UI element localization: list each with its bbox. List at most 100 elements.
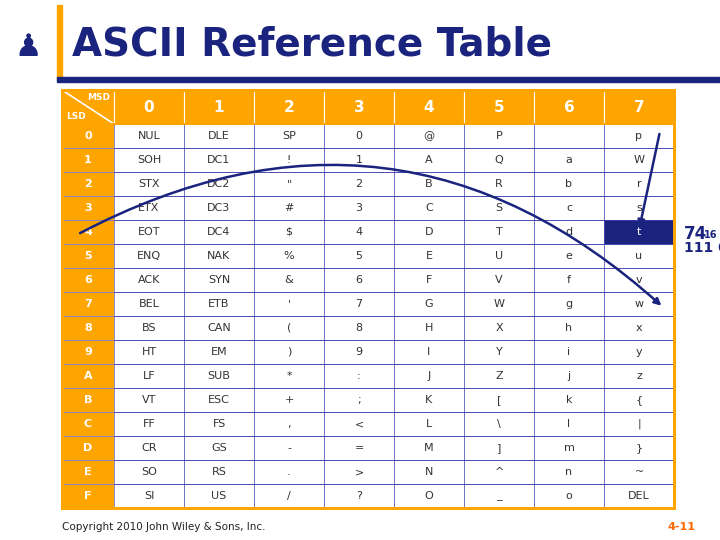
Text: A: A <box>84 371 92 381</box>
Text: 74: 74 <box>684 225 707 243</box>
Bar <box>324 460 394 484</box>
Text: ?: ? <box>356 491 362 501</box>
Text: H: H <box>425 323 433 333</box>
Bar <box>114 460 184 484</box>
Text: >: > <box>354 467 364 477</box>
Text: ,: , <box>287 419 291 429</box>
Text: %: % <box>284 251 294 261</box>
Text: ETX: ETX <box>138 203 160 213</box>
Bar <box>534 268 604 292</box>
Bar <box>534 172 604 196</box>
Bar <box>604 244 674 268</box>
Bar <box>464 172 534 196</box>
Bar <box>184 90 254 124</box>
Text: g: g <box>565 299 572 309</box>
Text: D: D <box>425 227 433 237</box>
Bar <box>114 316 184 340</box>
Text: LSD: LSD <box>66 112 86 121</box>
Text: V: V <box>495 275 503 285</box>
Text: SP: SP <box>282 131 296 141</box>
Bar <box>464 124 534 148</box>
Text: ETB: ETB <box>208 299 230 309</box>
Bar <box>62 124 114 148</box>
Bar <box>62 292 114 316</box>
Text: X: X <box>495 323 503 333</box>
Text: Copyright 2010 John Wiley & Sons, Inc.: Copyright 2010 John Wiley & Sons, Inc. <box>62 522 266 532</box>
Text: C: C <box>84 419 92 429</box>
Text: }: } <box>636 443 642 453</box>
Bar <box>324 268 394 292</box>
Bar <box>184 484 254 508</box>
Bar <box>534 340 604 364</box>
Bar <box>604 220 674 244</box>
Bar <box>604 484 674 508</box>
Bar <box>604 340 674 364</box>
Text: STX: STX <box>138 179 160 189</box>
Bar <box>184 244 254 268</box>
Text: K: K <box>426 395 433 405</box>
Bar <box>114 220 184 244</box>
Text: /: / <box>287 491 291 501</box>
Text: O: O <box>425 491 433 501</box>
Text: E: E <box>426 251 433 261</box>
Text: @: @ <box>423 131 435 141</box>
Bar <box>114 148 184 172</box>
Bar <box>464 316 534 340</box>
Text: DC2: DC2 <box>207 179 230 189</box>
Text: #: # <box>284 203 294 213</box>
Bar <box>114 172 184 196</box>
Text: 9: 9 <box>84 347 92 357</box>
Bar <box>394 196 464 220</box>
Bar <box>464 388 534 412</box>
Text: 111 0100: 111 0100 <box>684 241 720 255</box>
Text: h: h <box>565 323 572 333</box>
Bar <box>534 220 604 244</box>
Bar <box>184 412 254 436</box>
Bar <box>604 268 674 292</box>
Text: CR: CR <box>141 443 157 453</box>
Text: \: \ <box>497 419 501 429</box>
Text: D: D <box>84 443 93 453</box>
Text: d: d <box>565 227 572 237</box>
Text: -: - <box>287 443 291 453</box>
Text: VT: VT <box>142 395 156 405</box>
Bar <box>604 148 674 172</box>
Text: W: W <box>493 299 505 309</box>
Bar <box>324 220 394 244</box>
Text: 4: 4 <box>84 227 92 237</box>
Text: DC1: DC1 <box>207 155 230 165</box>
Bar <box>394 436 464 460</box>
Text: 9: 9 <box>356 347 363 357</box>
Text: W: W <box>634 155 644 165</box>
Bar <box>62 220 114 244</box>
Bar <box>464 340 534 364</box>
Text: 1: 1 <box>356 155 362 165</box>
Text: 8: 8 <box>84 323 92 333</box>
Text: o: o <box>566 491 572 501</box>
Text: e: e <box>566 251 572 261</box>
Text: DC3: DC3 <box>207 203 230 213</box>
Text: 7: 7 <box>84 299 92 309</box>
Text: 2: 2 <box>356 179 363 189</box>
Bar <box>62 268 114 292</box>
Text: p: p <box>636 131 642 141</box>
Text: 5: 5 <box>356 251 362 261</box>
Bar <box>114 412 184 436</box>
Text: {: { <box>636 395 642 405</box>
Bar <box>62 244 114 268</box>
Text: w: w <box>634 299 644 309</box>
Text: l: l <box>567 419 570 429</box>
Text: ~: ~ <box>634 467 644 477</box>
Text: Q: Q <box>495 155 503 165</box>
Text: J: J <box>428 371 431 381</box>
Text: t: t <box>636 227 642 237</box>
Text: E: E <box>84 467 92 477</box>
Text: *: * <box>286 371 292 381</box>
Bar <box>534 196 604 220</box>
Bar <box>254 292 324 316</box>
Bar <box>62 364 114 388</box>
Text: A: A <box>426 155 433 165</box>
Bar <box>62 340 114 364</box>
Bar <box>114 268 184 292</box>
Bar <box>114 244 184 268</box>
